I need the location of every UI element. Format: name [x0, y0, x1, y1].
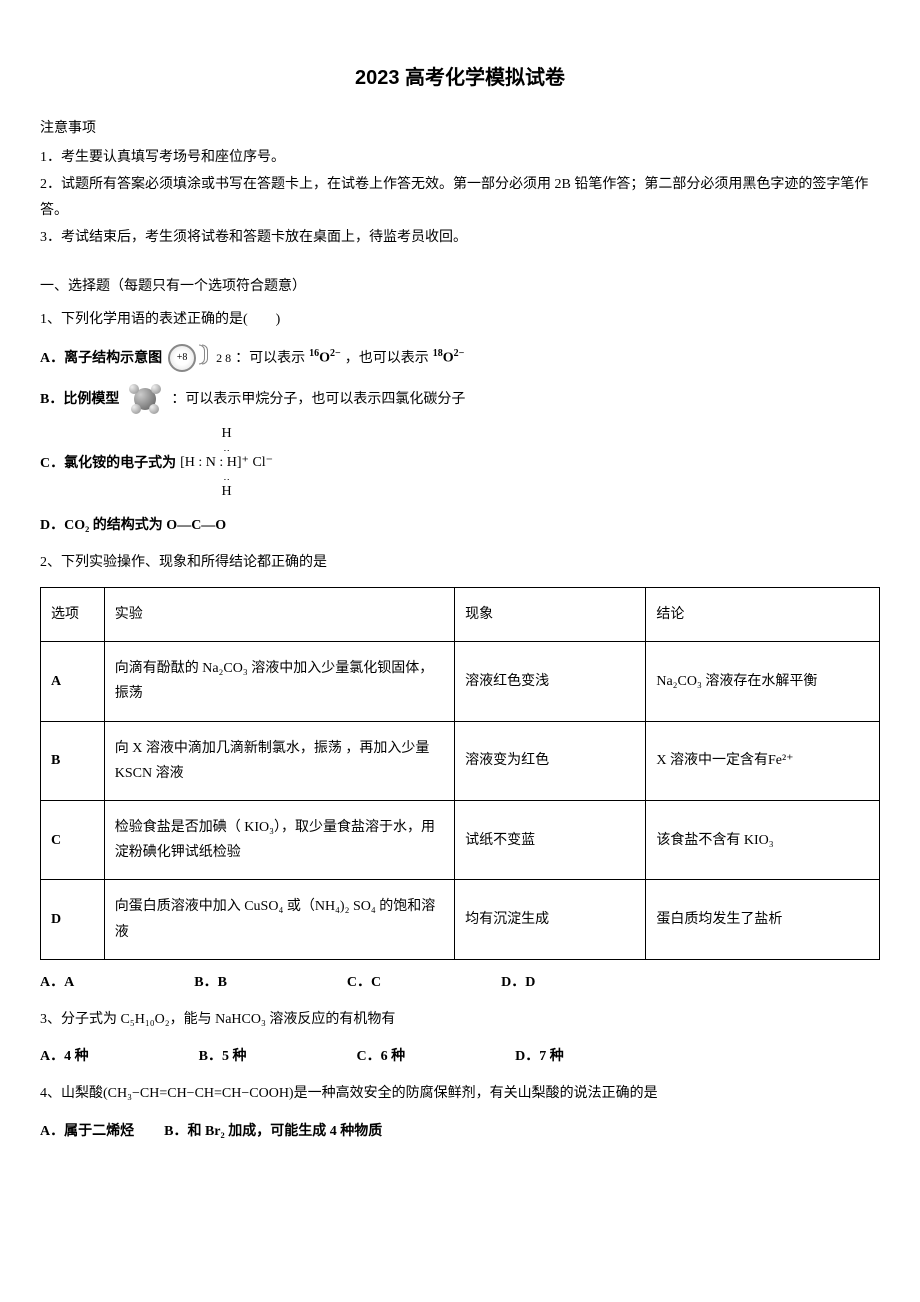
q1-option-b: B．比例模型 ：可以表示甲烷分子，也可以表示四氯化碳分子 [40, 384, 880, 414]
q2-h-exp: 实验 [104, 588, 454, 642]
q2-c-exp: 检验食盐是否加碘（ KIO₃），取少量食盐溶于水，用淀粉碘化钾试纸检验 [104, 801, 454, 880]
q1-option-c: C．氯化铵的电子式为 H ‥ [H : N : H]⁺ Cl⁻ ‥ H [40, 426, 880, 500]
q2-a-exp: 向滴有酚酞的 Na₂CO₃ 溶液中加入少量氯化钡固体，振荡 [104, 642, 454, 721]
q2-header-row: 选项 实验 现象 结论 [41, 588, 880, 642]
q1-b-prefix: B．比例模型 [40, 387, 119, 412]
q2-b-opt: B [41, 721, 105, 800]
table-row: D 向蛋白质溶液中加入 CuSO₄ 或（NH₄)₂ SO₄ 的饱和溶液 均有沉淀… [41, 880, 880, 959]
q2-table: 选项 实验 现象 结论 A 向滴有酚酞的 Na₂CO₃ 溶液中加入少量氯化钡固体… [40, 587, 880, 960]
q2-ans-d: D．D [501, 970, 535, 995]
notice-item-2: 2．试题所有答案必须填涂或书写在答题卡上，在试卷上作答无效。第一部分必须用 2B… [40, 172, 880, 222]
q2-d-phen: 均有沉淀生成 [455, 880, 646, 959]
q2-d-exp: 向蛋白质溶液中加入 CuSO₄ 或（NH₄)₂ SO₄ 的饱和溶液 [104, 880, 454, 959]
electron-formula-icon: H ‥ [H : N : H]⁺ Cl⁻ ‥ H [180, 426, 273, 500]
q2-b-phen: 溶液变为红色 [455, 721, 646, 800]
q2-b-exp: 向 X 溶液中滴加几滴新制氯水，振荡 ，再加入少量 KSCN 溶液 [104, 721, 454, 800]
ef-mid: [H : N : H]⁺ Cl⁻ [180, 455, 273, 472]
q1-d-text: D．CO₂ 的结构式为 O—C—O [40, 513, 226, 538]
q2-ans-c: C．C [347, 970, 381, 995]
ion-core-text: +8 [177, 349, 188, 367]
q2-d-conc: 蛋白质均发生了盐析 [646, 880, 880, 959]
q4-options-row: A．属于二烯烃 B．和 Br₂ 加成，可能生成 4 种物质 [40, 1119, 880, 1144]
q1-a-iso2: 18O2− [433, 345, 465, 371]
ion-shells-icon [202, 345, 208, 372]
q1-option-d: D．CO₂ 的结构式为 O—C—O [40, 513, 880, 538]
q1-b-text: ：可以表示甲烷分子，也可以表示四氯化碳分子 [171, 387, 465, 412]
q3-options: A．4 种 B．5 种 C．6 种 D．7 种 [40, 1044, 880, 1069]
ion-structure-icon: +8 [168, 344, 196, 372]
q2-b-conc: X 溶液中一定含有Fe²⁺ [646, 721, 880, 800]
q1-stem: 1、下列化学用语的表述正确的是( ) [40, 307, 880, 332]
q1-a-iso1: 16O2− [309, 345, 341, 371]
q2-h-opt: 选项 [41, 588, 105, 642]
q1-a-prefix: A．离子结构示意图 [40, 346, 162, 371]
q4-stem: 4、山梨酸(CH₃−CH=CH−CH=CH−COOH)是一种高效安全的防腐保鲜剂… [40, 1081, 880, 1106]
ion-shell-numbers: 2 8 [216, 348, 231, 370]
q2-h-phen: 现象 [455, 588, 646, 642]
table-row: C 检验食盐是否加碘（ KIO₃），取少量食盐溶于水，用淀粉碘化钾试纸检验 试纸… [41, 801, 880, 880]
q2-a-phen: 溶液红色变浅 [455, 642, 646, 721]
q2-c-opt: C [41, 801, 105, 880]
q2-stem: 2、下列实验操作、现象和所得结论都正确的是 [40, 550, 880, 575]
ef-bot: H [180, 484, 273, 501]
q2-a-opt: A [41, 642, 105, 721]
q1-option-a: A．离子结构示意图 +8 2 8 ：可以表示 16O2− ，也可以表示 18O2… [40, 344, 880, 372]
q3-opt-a: A．4 种 [40, 1044, 89, 1069]
page-title: 2023 高考化学模拟试卷 [40, 60, 880, 96]
q3-stem: 3、分子式为 C₅H₁₀O₂，能与 NaHCO₃ 溶液反应的有机物有 [40, 1007, 880, 1032]
q1-c-prefix: C．氯化铵的电子式为 [40, 451, 176, 476]
q3-opt-c: C．6 种 [356, 1044, 405, 1069]
q4-opt-b: B．和 Br₂ 加成，可能生成 4 种物质 [164, 1119, 382, 1144]
q3-opt-b: B．5 种 [199, 1044, 247, 1069]
q1-a-text-1: ：可以表示 [235, 346, 305, 371]
table-row: A 向滴有酚酞的 Na₂CO₃ 溶液中加入少量氯化钡固体，振荡 溶液红色变浅 N… [41, 642, 880, 721]
table-row: B 向 X 溶液中滴加几滴新制氯水，振荡 ，再加入少量 KSCN 溶液 溶液变为… [41, 721, 880, 800]
notice-heading: 注意事项 [40, 116, 880, 141]
q2-d-opt: D [41, 880, 105, 959]
ball-stick-model-icon [129, 384, 161, 414]
q2-ans-b: B．B [194, 970, 227, 995]
q2-c-conc: 该食盐不含有 KIO₃ [646, 801, 880, 880]
q4-opt-a: A．属于二烯烃 [40, 1119, 134, 1144]
q2-a-conc: Na₂CO₃ 溶液存在水解平衡 [646, 642, 880, 721]
q2-c-phen: 试纸不变蓝 [455, 801, 646, 880]
q2-ans-a: A．A [40, 970, 74, 995]
q2-answer-options: A．A B．B C．C D．D [40, 970, 880, 995]
q1-a-text-2: ，也可以表示 [345, 346, 429, 371]
q2-h-conc: 结论 [646, 588, 880, 642]
section-1-heading: 一、选择题（每题只有一个选项符合题意） [40, 274, 880, 299]
notice-item-3: 3．考试结束后，考生须将试卷和答题卡放在桌面上，待监考员收回。 [40, 225, 880, 250]
q3-opt-d: D．7 种 [515, 1044, 564, 1069]
notice-item-1: 1．考生要认真填写考场号和座位序号。 [40, 145, 880, 170]
ef-top: H [180, 426, 273, 443]
